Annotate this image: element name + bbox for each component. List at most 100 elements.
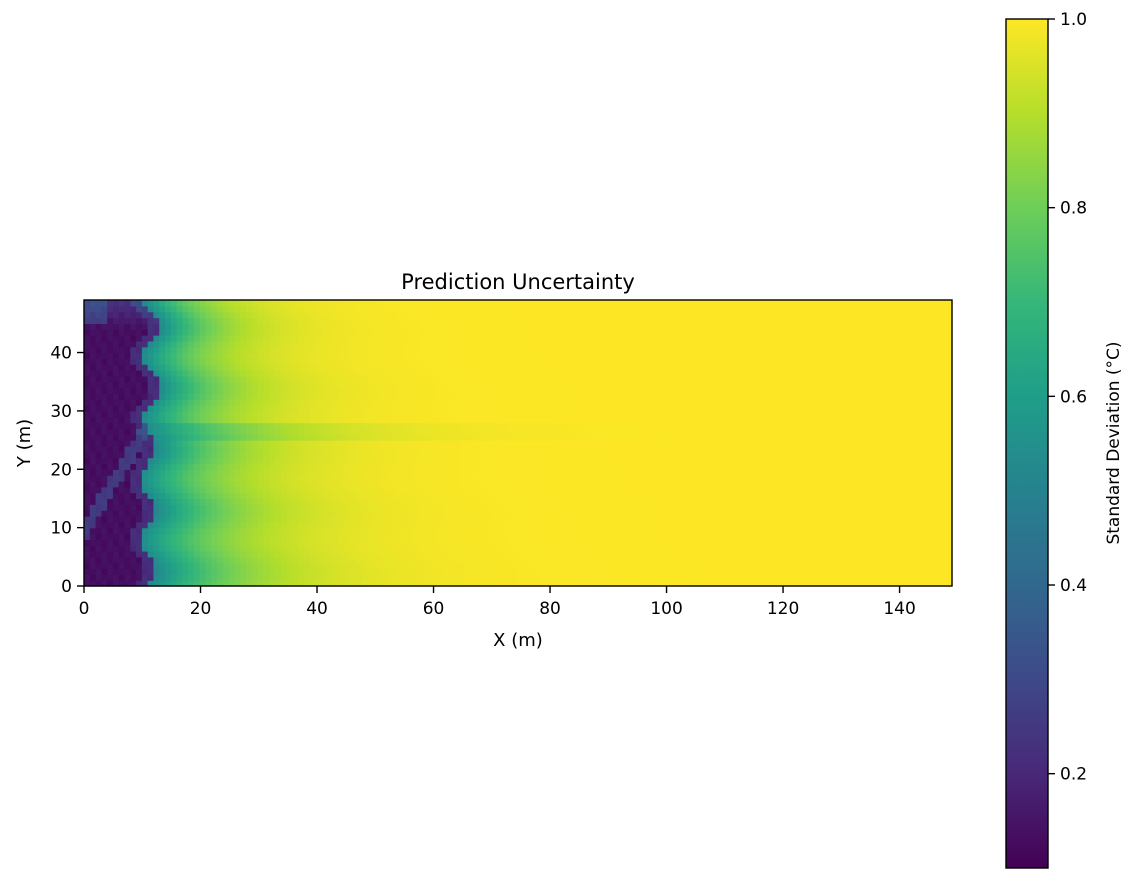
heatmap-cell <box>778 440 785 447</box>
heatmap-cell <box>680 510 687 517</box>
heatmap-cell <box>448 463 455 470</box>
heatmap-cell <box>286 445 293 453</box>
heatmap-cell <box>604 405 612 412</box>
heatmap-cell <box>309 445 317 453</box>
heatmap-cell <box>680 539 687 546</box>
heatmap-cell <box>234 416 241 424</box>
heatmap-cell <box>934 445 942 453</box>
heatmap-cell <box>789 533 797 540</box>
heatmap-cell <box>130 521 137 529</box>
heatmap-cell <box>587 428 594 435</box>
heatmap-cell <box>749 498 756 505</box>
heatmap-cell <box>442 515 450 523</box>
heatmap-cell <box>546 556 554 564</box>
heatmap-cell <box>269 492 276 500</box>
heatmap-cell <box>818 486 826 494</box>
heatmap-cell <box>940 492 947 500</box>
heatmap-cell <box>373 539 380 546</box>
heatmap-cell <box>506 504 513 511</box>
heatmap-cell <box>153 475 160 482</box>
heatmap-cell <box>483 445 490 453</box>
heatmap-cell <box>755 568 762 575</box>
heatmap-cell <box>413 428 421 435</box>
heatmap-cell <box>604 422 612 430</box>
heatmap-cell <box>373 515 380 523</box>
heatmap-cell <box>651 410 658 418</box>
heatmap-cell <box>193 399 201 406</box>
heatmap-cell <box>379 480 386 488</box>
heatmap-cell <box>668 410 675 418</box>
heatmap-cell <box>130 469 137 476</box>
heatmap-cell <box>593 469 600 476</box>
heatmap-cell <box>529 515 536 523</box>
heatmap-cell <box>680 416 687 424</box>
heatmap-cell <box>95 434 102 441</box>
heatmap-cell <box>298 469 305 476</box>
heatmap-cell <box>541 556 548 564</box>
heatmap-cell <box>946 574 953 581</box>
heatmap-cell <box>836 486 843 494</box>
heatmap-cell <box>627 410 635 418</box>
heatmap-cell <box>859 451 866 459</box>
heatmap-cell <box>668 445 675 453</box>
heatmap-cell <box>575 480 583 488</box>
heatmap-cell <box>101 399 108 406</box>
heatmap-cell <box>564 574 571 581</box>
heatmap-cell <box>130 422 137 430</box>
heatmap-cell <box>662 527 670 535</box>
heatmap-cell <box>552 457 560 465</box>
heatmap-cell <box>205 463 212 470</box>
heatmap-cell <box>84 399 91 406</box>
heatmap-cell <box>934 451 942 459</box>
heatmap-cell <box>112 556 120 564</box>
heatmap-cell <box>801 527 808 535</box>
heatmap-cell <box>355 568 363 575</box>
heatmap-cell <box>633 416 641 424</box>
heatmap-cell <box>546 562 554 570</box>
heatmap-cell <box>315 545 322 552</box>
heatmap-cell <box>274 504 282 511</box>
heatmap-cell <box>89 440 97 447</box>
heatmap-cell <box>130 475 137 482</box>
heatmap-cell <box>662 562 670 570</box>
heatmap-cell <box>737 399 745 406</box>
heatmap-cell <box>228 405 236 412</box>
heatmap-cell <box>512 399 519 406</box>
heatmap-cell <box>870 533 878 540</box>
heatmap-cell <box>674 434 681 441</box>
heatmap-cell <box>772 568 779 575</box>
heatmap-cell <box>778 580 785 587</box>
heatmap-cell <box>350 580 357 587</box>
heatmap-cell <box>477 521 484 529</box>
heatmap-cell <box>228 480 236 488</box>
heatmap-cell <box>89 562 97 570</box>
heatmap-cell <box>842 445 849 453</box>
heatmap-cell <box>350 521 357 529</box>
heatmap-cell <box>431 539 438 546</box>
heatmap-cell <box>257 539 264 546</box>
heatmap-cell <box>84 457 91 465</box>
heatmap-cell <box>448 422 455 430</box>
heatmap-cell <box>824 405 832 412</box>
heatmap-cell <box>842 486 849 494</box>
heatmap-cell <box>257 486 264 494</box>
heatmap-cell <box>761 510 768 517</box>
heatmap-cell <box>743 451 751 459</box>
heatmap-cell <box>656 550 664 558</box>
heatmap-cell <box>876 562 884 570</box>
heatmap-cell <box>269 416 276 424</box>
heatmap-cell <box>286 480 293 488</box>
heatmap-cell <box>182 539 189 546</box>
heatmap-cell <box>460 504 467 511</box>
heatmap-cell <box>847 504 855 511</box>
heatmap-cell <box>934 527 942 535</box>
heatmap-cell <box>680 533 687 540</box>
heatmap-cell <box>205 504 212 511</box>
heatmap-cell <box>95 510 102 517</box>
heatmap-cell <box>477 562 484 570</box>
heatmap-cell <box>124 469 131 476</box>
heatmap-cell <box>633 556 641 564</box>
heatmap-cell <box>379 475 386 482</box>
heatmap-cell <box>147 475 155 482</box>
heatmap-cell <box>448 568 455 575</box>
